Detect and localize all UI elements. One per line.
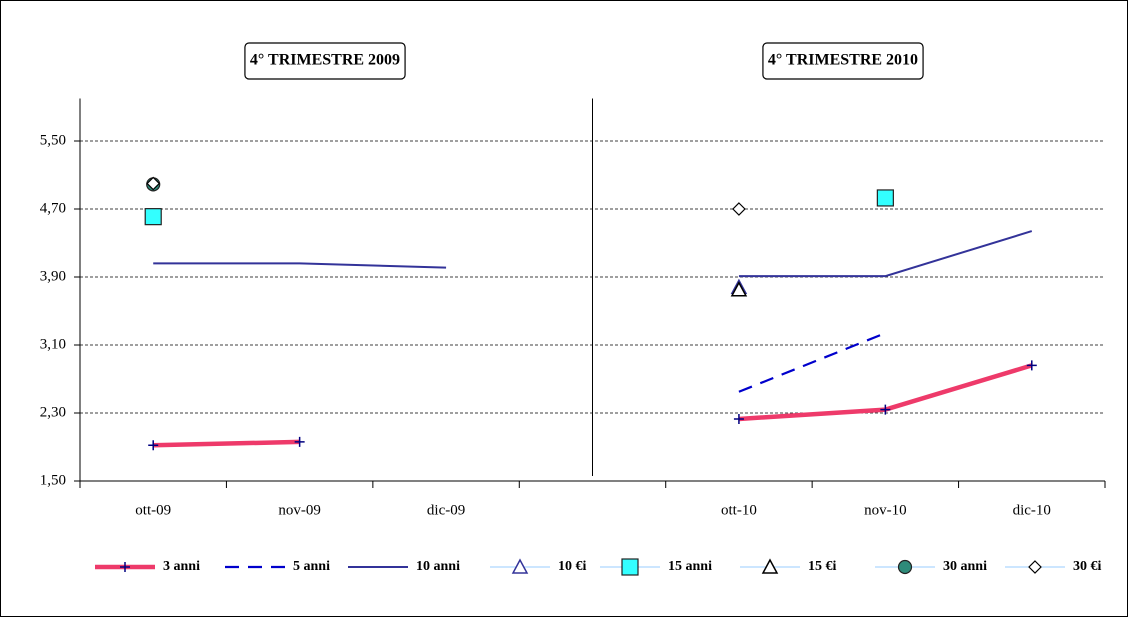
marker: [621, 558, 639, 576]
marker: [897, 559, 913, 575]
legend-label: 10 anni: [416, 559, 460, 574]
legend-item: 15 anni: [600, 558, 712, 576]
y-tick-label: 2,30: [40, 404, 66, 420]
x-tick-label: dic-10: [1013, 502, 1051, 518]
x-tick-label: ott-09: [135, 502, 171, 518]
series-line: [153, 230, 1033, 278]
legend-label: 5 anni: [293, 559, 330, 574]
marker: [732, 202, 746, 216]
legend-item: 30 €i: [1005, 559, 1102, 574]
marker: [511, 558, 529, 574]
x-tick-label: dic-09: [427, 502, 465, 518]
legend-label: 30 €i: [1073, 559, 1102, 574]
y-tick-label: 5,50: [40, 132, 66, 148]
y-tick-label: 4,70: [40, 200, 66, 216]
y-tick-label: 3,10: [40, 336, 66, 352]
marker: [120, 562, 130, 572]
annotation: 4° TRIMESTRE 2010: [768, 52, 918, 69]
legend-item: 10 €i: [490, 558, 587, 574]
marker: [876, 189, 894, 207]
marker: [1028, 560, 1042, 574]
marker: [730, 281, 748, 297]
marker: [294, 436, 305, 447]
annotation-box: [244, 42, 406, 80]
legend-label: 15 anni: [668, 559, 712, 574]
marker: [144, 208, 162, 226]
y-tick-label: 1,50: [40, 472, 66, 488]
legend-item: 5 anni: [225, 559, 330, 574]
x-tick-label: ott-10: [721, 502, 757, 518]
marker: [146, 176, 161, 191]
marker: [733, 413, 744, 424]
legend-item: 15 €i: [740, 558, 837, 574]
x-tick-label: nov-09: [278, 502, 321, 518]
y-tick-label: 3,90: [40, 268, 66, 284]
legend-label: 30 anni: [943, 559, 987, 574]
marker: [880, 404, 891, 415]
x-tick-label: nov-10: [864, 502, 907, 518]
marker: [761, 558, 779, 574]
legend-label: 10 €i: [558, 559, 587, 574]
annotation-box: [762, 42, 924, 80]
marker: [148, 440, 159, 451]
legend-item: 3 anni: [95, 559, 200, 574]
series-line: [738, 332, 886, 393]
legend-label: 15 €i: [808, 559, 837, 574]
legend-item: 30 anni: [875, 559, 987, 574]
legend-label: 3 anni: [163, 559, 200, 574]
legend-item: 10 anni: [348, 559, 460, 574]
annotation: 4° TRIMESTRE 2009: [250, 52, 400, 69]
marker: [1026, 360, 1037, 371]
